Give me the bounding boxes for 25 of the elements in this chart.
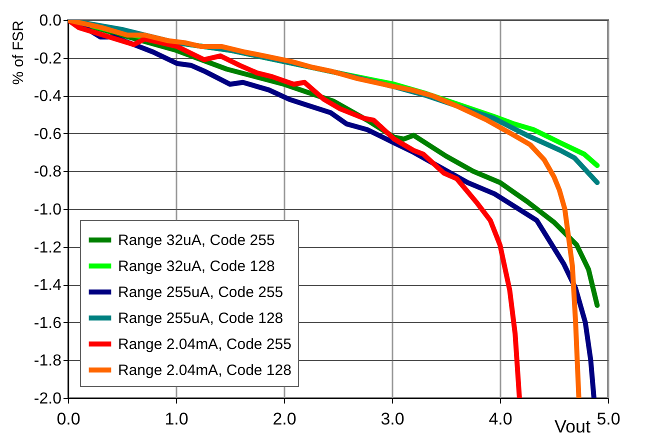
legend-label: Range 32uA, Code 255 — [118, 232, 275, 249]
y-tick-label: -1.4 — [34, 277, 62, 294]
y-tick-label: 0.0 — [39, 12, 62, 30]
x-tick-label: 5.0 — [596, 410, 620, 428]
legend-label: Range 255uA, Code 128 — [118, 310, 284, 327]
legend-label: Range 2.04mA, Code 255 — [118, 336, 292, 353]
legend-label: Range 255uA, Code 255 — [118, 284, 284, 301]
legend-label: Range 32uA, Code 128 — [118, 258, 275, 275]
x-tick-label: 0.0 — [56, 410, 80, 428]
y-tick-label: -0.6 — [34, 126, 62, 143]
y-tick-label: -2.0 — [34, 390, 62, 408]
x-tick-label: 1.0 — [164, 410, 188, 428]
x-axis-title: Vout — [554, 416, 590, 436]
y-tick-label: -1.0 — [34, 202, 62, 218]
x-tick-label: 2.0 — [272, 410, 296, 428]
y-tick-label: -1.2 — [34, 239, 62, 256]
y-tick-label: -0.8 — [34, 164, 62, 181]
x-tick-label: 4.0 — [488, 410, 512, 428]
y-tick-label: -1.6 — [34, 314, 62, 332]
legend-label: Range 2.04mA, Code 128 — [118, 362, 292, 379]
y-tick-label: -0.4 — [34, 88, 62, 106]
y-tick-label: -1.8 — [34, 352, 62, 370]
x-tick-label: 3.0 — [380, 410, 404, 428]
y-tick-label: -0.2 — [34, 50, 62, 68]
y-axis-title: % of FSR — [10, 20, 27, 85]
